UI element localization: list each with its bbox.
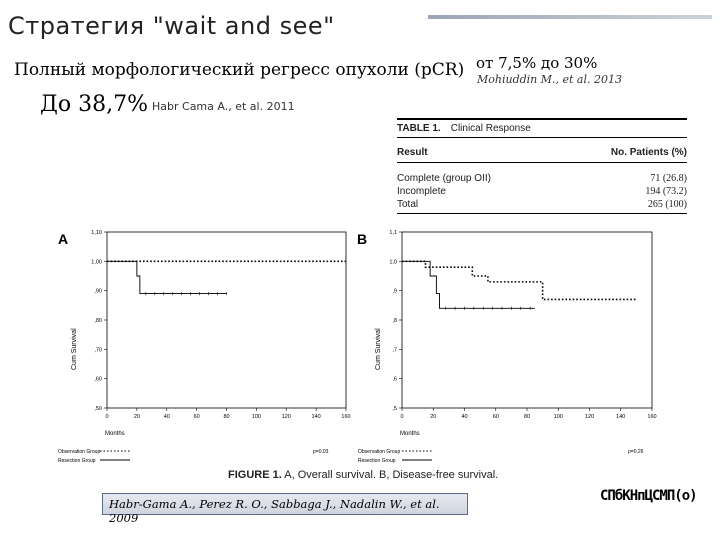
figure-caption-label: FIGURE 1. xyxy=(228,469,282,481)
panel-a-label: A xyxy=(58,231,68,247)
figure-caption-text: A, Overall survival. B, Disease-free sur… xyxy=(284,469,499,481)
x-tick-label-a: 140 xyxy=(312,414,321,420)
y-tick-label-b: ,6 xyxy=(392,377,397,383)
slide-title: Стратегия "wait and see" xyxy=(8,12,335,40)
x-tick-label-b: 40 xyxy=(461,414,467,420)
y-tick-label-a: ,50 xyxy=(94,406,102,412)
y-tick-label-a: ,70 xyxy=(94,347,102,353)
legend-resection-b: Resection Group xyxy=(358,458,396,464)
panel-b-xlabel: Months xyxy=(400,431,420,437)
table-row: Complete (group OII) 71 (26.8) xyxy=(397,172,687,185)
pcr-range-citation: Mohiuddin M., et al. 2013 xyxy=(477,73,622,86)
row-value: 194 (73.2) xyxy=(645,186,687,197)
y-tick-label-b: ,7 xyxy=(392,347,397,353)
p-value-a: p=0.03 xyxy=(313,449,329,455)
x-tick-label-b: 60 xyxy=(493,414,499,420)
row-result: Complete (group OII) xyxy=(397,173,491,184)
source-citation-box: Habr-Gama A., Perez R. O., Sabbaga J., N… xyxy=(102,493,468,525)
panel-a-plot: 1,10 1,00 ,90 ,80 ,70 ,60 ,500 20 40 60 80 100 120 14… xyxy=(91,230,350,420)
series-resection-line-a xyxy=(107,260,227,295)
x-tick-label-b: 80 xyxy=(524,414,530,420)
source-citation: Habr-Gama A., Perez R. O., Sabbaga J., N… xyxy=(109,497,440,525)
x-tick-label-a: 100 xyxy=(252,414,261,420)
panel-a-ylabel: Cum Survival xyxy=(71,328,78,370)
table-column-headers: Result No. Patients (%) xyxy=(397,138,687,163)
panel-b-ylabel: Cum Survival xyxy=(375,328,382,370)
table-row: Total 265 (100) xyxy=(397,198,687,211)
legend-observation-a: Observation Group xyxy=(58,449,100,455)
pcr-range: от 7,5% до 30% xyxy=(476,54,598,72)
y-tick-label-a: ,80 xyxy=(94,318,102,324)
row-value: 71 (26.8) xyxy=(650,173,687,184)
x-tick-label-b: 160 xyxy=(647,414,656,420)
institution-logo: СПбКНпЦСМП(о) xyxy=(600,488,698,504)
slide-subtitle: Полный морфологический регресс опухоли (… xyxy=(14,60,465,80)
plot-frame-b xyxy=(401,231,653,409)
column-patients: No. Patients (%) xyxy=(610,147,687,158)
column-result: Result xyxy=(397,147,428,158)
x-tick-label-a: 20 xyxy=(134,414,140,420)
clinical-response-table: TABLE 1. Clinical Response Result No. Pa… xyxy=(397,118,687,214)
x-tick-label-a: 0 xyxy=(105,414,108,420)
x-tick-label-b: 140 xyxy=(616,414,625,420)
y-tick-label-a: ,90 xyxy=(94,289,102,295)
table-header: TABLE 1. Clinical Response xyxy=(397,118,687,138)
big-percentage-citation: Habr Cama A., et al. 2011 xyxy=(152,100,295,113)
p-value-b: p=0.26 xyxy=(628,449,644,455)
y-tick-label-a: 1,00 xyxy=(91,259,102,265)
panel-b-plot: 1,1 1,0 ,9 ,8 ,7 ,6 ,50 20 40 60 80 100 120 140 160 xyxy=(389,230,656,420)
y-tick-label-b: 1,1 xyxy=(389,230,397,236)
series-observation-line-b xyxy=(402,260,637,301)
x-tick-label-a: 60 xyxy=(194,414,200,420)
x-tick-label-b: 120 xyxy=(585,414,594,420)
header-accent-line xyxy=(428,15,712,19)
plot-frame-a xyxy=(106,231,347,409)
y-tick-label-b: ,5 xyxy=(392,406,397,412)
panel-b-label: B xyxy=(357,231,367,247)
x-tick-label-a: 80 xyxy=(223,414,229,420)
x-tick-label-b: 100 xyxy=(554,414,563,420)
legend-observation-b: Observation Group xyxy=(358,449,400,455)
table-row: Incomplete 194 (73.2) xyxy=(397,185,687,198)
legend-resection-a: Resection Group xyxy=(58,458,96,464)
figure-caption: FIGURE 1. A, Overall survival. B, Diseas… xyxy=(228,469,498,481)
series-resection-line-b xyxy=(402,260,535,309)
y-tick-label-b: ,8 xyxy=(392,318,397,324)
y-tick-label-a: 1,10 xyxy=(91,230,102,236)
x-tick-label-a: 160 xyxy=(341,414,350,420)
panel-a-xlabel: Months xyxy=(105,431,125,437)
row-value: 265 (100) xyxy=(647,199,687,210)
row-result: Total xyxy=(397,199,419,210)
x-tick-label-a: 40 xyxy=(164,414,170,420)
y-tick-label-a: ,60 xyxy=(94,377,102,383)
x-tick-label-b: 0 xyxy=(400,414,403,420)
y-tick-label-b: ,9 xyxy=(392,289,397,295)
table-label: TABLE 1. xyxy=(397,123,441,134)
x-tick-label-a: 120 xyxy=(282,414,291,420)
big-percentage: До 38,7% xyxy=(40,92,149,117)
table-title: Clinical Response xyxy=(450,123,531,134)
y-tick-label-b: 1,0 xyxy=(389,259,397,265)
x-tick-label-b: 20 xyxy=(430,414,436,420)
row-result: Incomplete xyxy=(397,186,446,197)
